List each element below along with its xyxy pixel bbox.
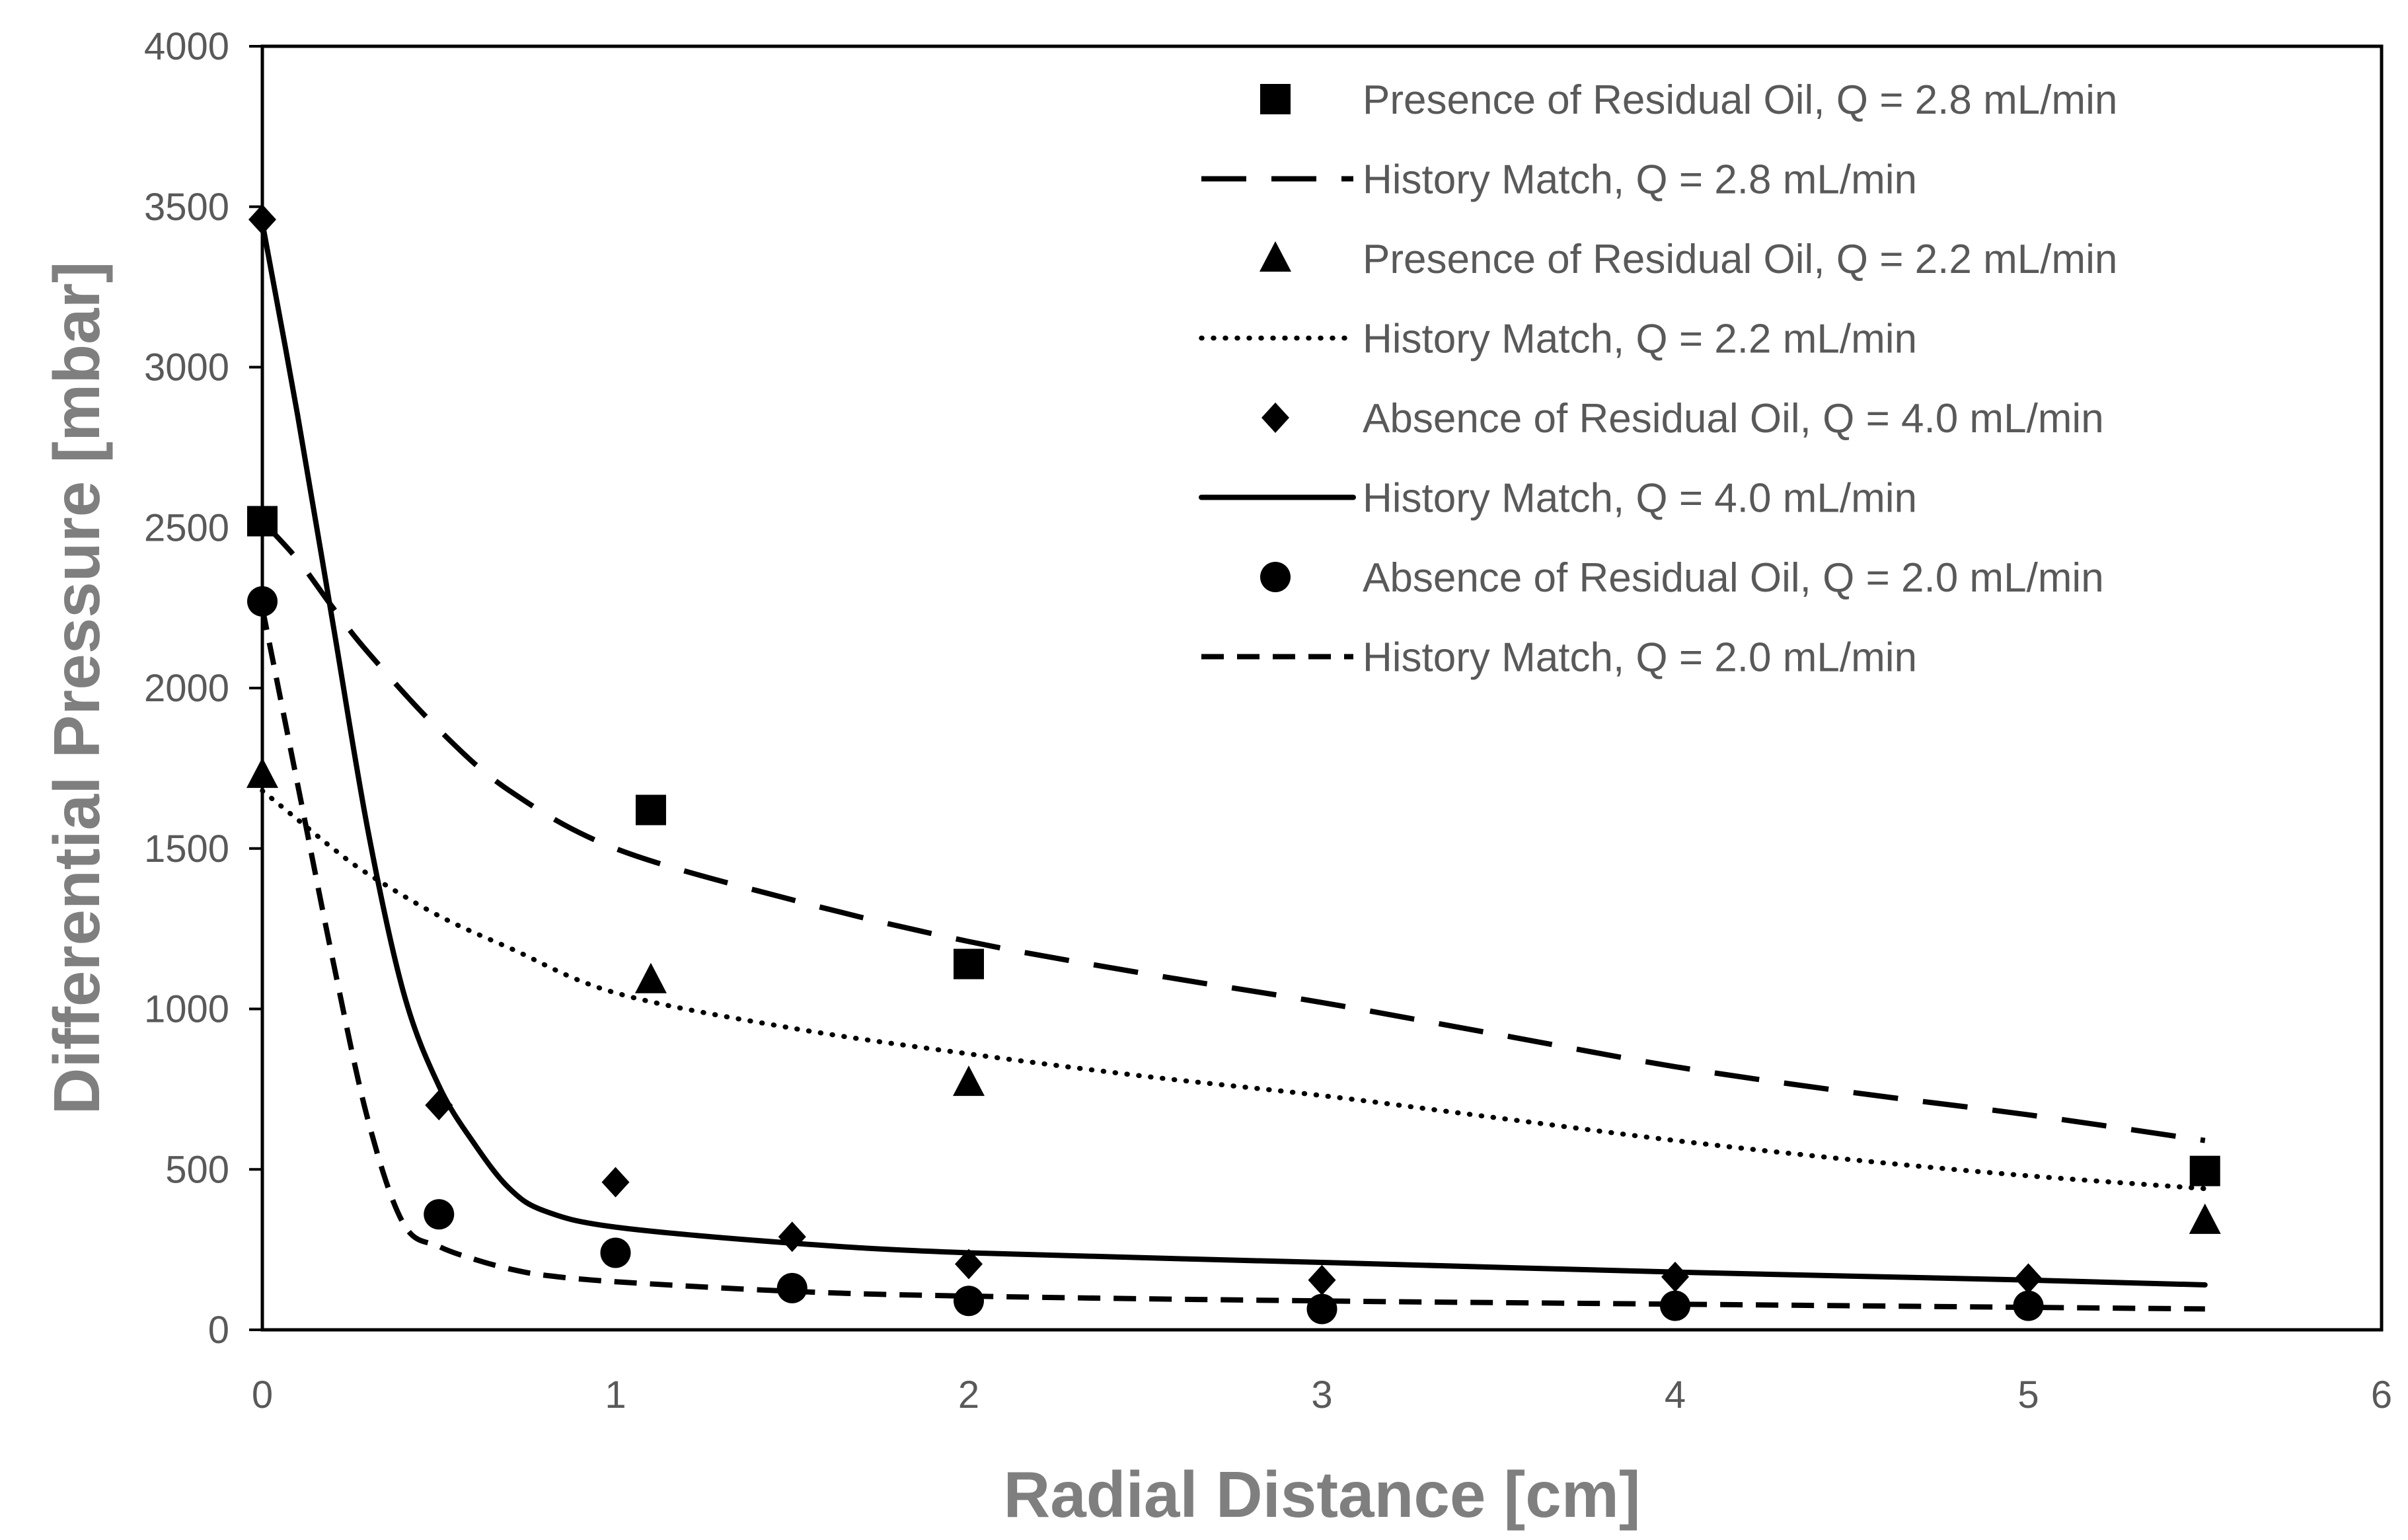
- legend-label: Presence of Residual Oil, Q = 2.2 mL/min: [1363, 237, 2117, 282]
- y-tick-label: 2000: [144, 667, 229, 710]
- y-tick-label: 2500: [144, 506, 229, 549]
- data-point-circle: [424, 1199, 455, 1230]
- data-point-triangle: [2189, 1203, 2221, 1234]
- legend-label: Absence of Residual Oil, Q = 2.0 mL/min: [1363, 555, 2104, 601]
- x-tick-label: 3: [1311, 1373, 1332, 1416]
- data-point-circle: [600, 1237, 631, 1268]
- x-tick-label: 5: [2017, 1373, 2039, 1416]
- data-point-circle: [1306, 1293, 1337, 1325]
- legend: Presence of Residual Oil, Q = 2.8 mL/min…: [1199, 77, 2117, 681]
- legend-label: History Match, Q = 2.8 mL/min: [1363, 157, 1917, 203]
- legend-symbol-triangle: [1260, 241, 1291, 272]
- legend-symbol-circle: [1260, 562, 1291, 592]
- data-point-diamond: [425, 1090, 453, 1121]
- y-tick-label: 500: [165, 1148, 229, 1191]
- plot-area: [246, 204, 2221, 1325]
- data-point-circle: [776, 1272, 808, 1303]
- y-tick-label: 0: [208, 1309, 229, 1352]
- data-point-diamond: [2014, 1263, 2043, 1294]
- data-point-diamond: [1308, 1264, 1336, 1295]
- y-tick-label: 1500: [144, 828, 229, 870]
- y-axis-title: Differential Pressure [mbar]: [40, 262, 113, 1115]
- legend-label: Absence of Residual Oil, Q = 4.0 mL/min: [1363, 396, 2104, 442]
- legend-label: History Match, Q = 4.0 mL/min: [1363, 476, 1917, 521]
- x-tick-label: 6: [2371, 1373, 2392, 1416]
- x-tick-label: 1: [605, 1373, 626, 1416]
- x-tick-label: 2: [958, 1373, 979, 1416]
- data-point-square: [635, 794, 666, 826]
- x-axis-title: Radial Distance [cm]: [1004, 1458, 1641, 1531]
- legend-label: History Match, Q = 2.0 mL/min: [1363, 635, 1917, 681]
- series-line: [260, 788, 2208, 1192]
- data-point-circle: [1660, 1290, 1690, 1321]
- data-point-circle: [954, 1286, 984, 1317]
- y-tick-label: 4000: [144, 25, 229, 68]
- data-point-square: [2189, 1155, 2220, 1186]
- series-line: [260, 519, 2206, 1143]
- data-point-diamond: [955, 1249, 983, 1280]
- data-point-triangle: [953, 1065, 985, 1097]
- data-point-diamond: [1661, 1261, 1689, 1292]
- legend-symbol-diamond: [1261, 403, 1289, 433]
- data-point-diamond: [778, 1221, 806, 1252]
- data-point-triangle: [634, 962, 667, 993]
- axis-ticks: 0 1 2 3 4 5 6 0 500 1000 1500 2000 2500 3000 3500 4000: [144, 25, 2392, 1416]
- data-point-circle: [2013, 1290, 2044, 1321]
- y-tick-label: 3500: [144, 186, 229, 229]
- y-tick-label: 3000: [144, 346, 229, 389]
- data-point-square: [954, 948, 984, 980]
- data-point-diamond: [601, 1167, 630, 1198]
- legend-label: History Match, Q = 2.2 mL/min: [1363, 317, 1917, 362]
- y-tick-label: 1000: [144, 988, 229, 1031]
- legend-label: Presence of Residual Oil, Q = 2.8 mL/min: [1363, 77, 2117, 123]
- legend-symbol-square: [1260, 84, 1291, 114]
- x-tick-label: 4: [1665, 1373, 1686, 1416]
- x-tick-label: 0: [252, 1373, 273, 1416]
